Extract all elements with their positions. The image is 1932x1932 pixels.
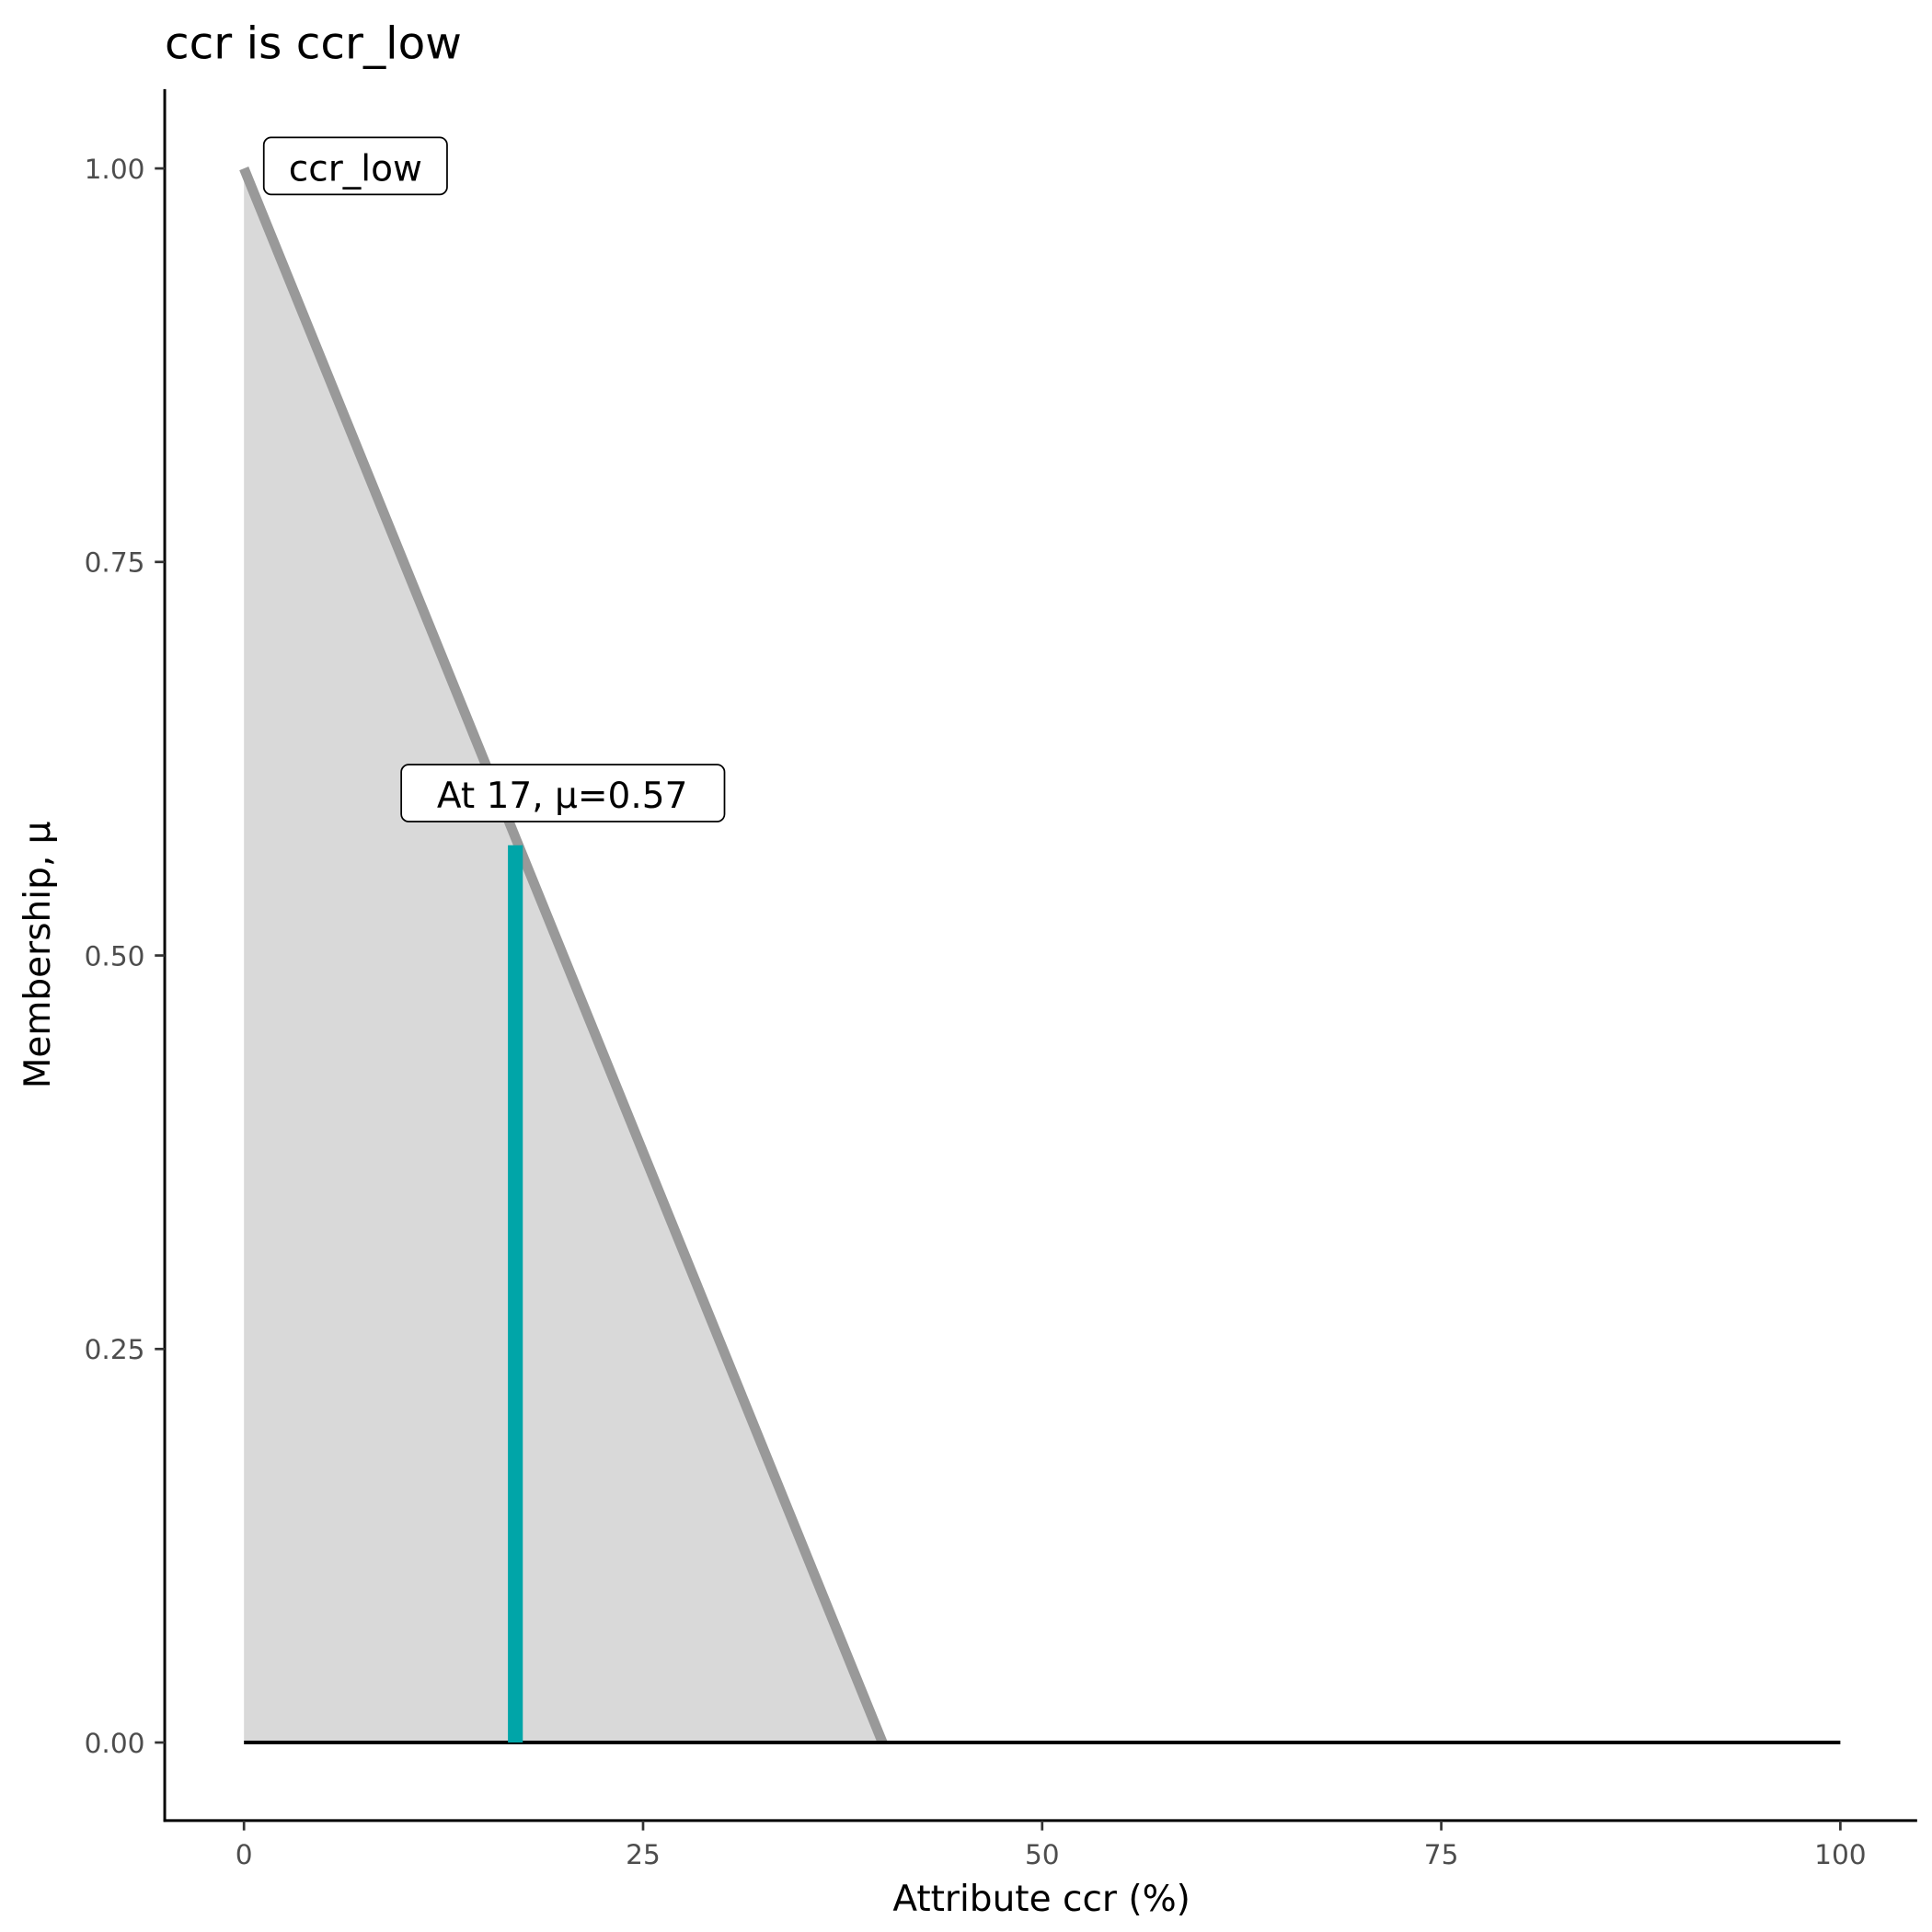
y-tick-label: 1.00 — [85, 154, 145, 185]
x-tick-label: 25 — [626, 1839, 661, 1870]
x-axis-title: Attribute ccr (%) — [892, 1879, 1190, 1920]
x-tick-label: 0 — [236, 1839, 253, 1870]
x-tick-label: 50 — [1025, 1839, 1060, 1870]
annotations: ccr_low At 17, μ=0.57 — [262, 136, 726, 822]
plot-area — [239, 167, 1841, 1745]
x-tick-label: 100 — [1814, 1839, 1867, 1870]
x-tick-label: 75 — [1424, 1839, 1459, 1870]
value-label-box — [400, 764, 726, 822]
x-ticks: 0 25 50 75 100 — [236, 1820, 1867, 1870]
y-tick-label: 0.25 — [85, 1334, 145, 1365]
y-ticks: 0.00 0.25 0.50 0.75 1.00 — [85, 154, 166, 1759]
set-label: ccr_low — [289, 149, 422, 190]
y-axis-title: Membership, μ — [17, 821, 59, 1088]
y-tick-label: 0.75 — [85, 547, 145, 579]
y-tick-label: 0.00 — [85, 1728, 145, 1759]
value-label: At 17, μ=0.57 — [437, 776, 688, 817]
chart-title: ccr is ccr_low — [165, 17, 462, 69]
y-tick-label: 0.50 — [85, 940, 145, 972]
membership-line — [239, 167, 888, 1745]
membership-area — [244, 168, 1841, 1743]
set-label-box — [262, 136, 448, 196]
